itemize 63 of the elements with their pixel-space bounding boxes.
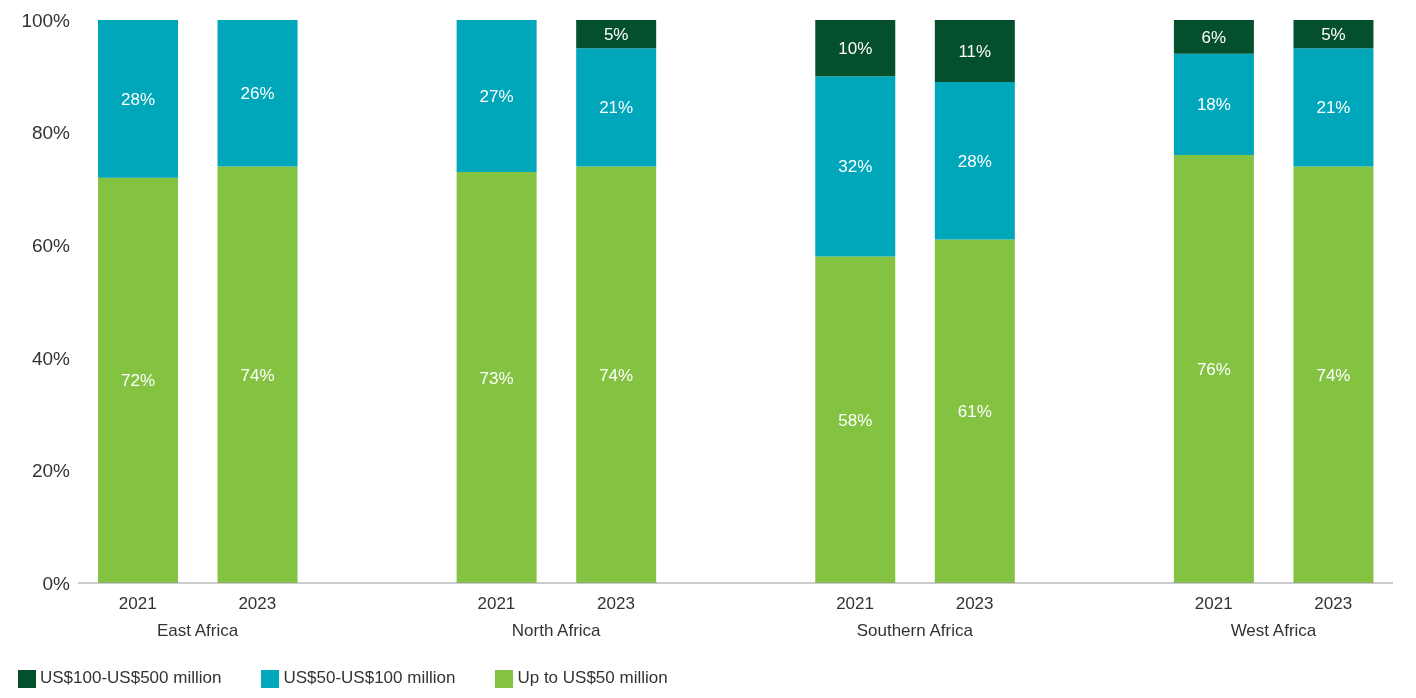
bar [1293,20,1374,49]
y-tick-label: 60% [31,234,71,256]
data-label: 11% [958,42,992,61]
x-tick-label: 2021 [477,594,516,613]
bar [934,20,1015,82]
legend-label: US$100-US$500 million [40,668,222,687]
x-tick-label: 2023 [955,594,994,613]
text: East Africa [156,621,239,640]
legend-label: Up to US$50 million [517,668,668,687]
data-label: 5% [603,25,629,45]
bar [98,177,178,583]
data-label: 26% [240,84,275,104]
x-tick-label: 2023 [597,594,635,613]
bar [815,20,896,77]
bar [456,172,537,583]
bar [217,20,298,167]
x-tick-label: 2021 [118,594,157,613]
y-tick-label: 40% [31,347,71,369]
y-tick-label: 100% [21,9,71,31]
bar [815,76,896,257]
x-tick-label: 2021 [836,594,874,613]
x-tick-label: 2023 [238,594,277,613]
y-tick-label: 80% [31,122,71,144]
data-label: 32% [838,157,873,177]
data-label: 73% [479,368,514,388]
bar [1173,53,1254,156]
x-tick-label: 2023 [1314,594,1353,613]
text: Southern Africa [856,621,974,640]
bar [576,166,657,583]
bar [1173,20,1254,54]
bar [576,48,657,167]
data-label: 74% [240,365,275,385]
y-tick-label: 20% [31,460,71,482]
bar [934,239,1015,583]
data-label: 74% [599,365,634,385]
data-label: 72% [120,371,156,391]
y-tick-label: 0% [42,572,71,594]
bar [98,20,178,178]
legend-label: US$50-US$100 million [283,668,456,687]
bar [576,20,657,49]
data-label: 76% [1196,360,1231,380]
data-label: 21% [1316,98,1351,118]
x-tick-label: 2021 [1194,594,1233,613]
data-label: 6% [1201,27,1227,47]
bar [1173,155,1254,583]
text: West Africa [1230,621,1317,640]
bar [815,256,896,583]
text: North Africa [511,621,602,640]
data-label: 28% [120,89,156,109]
data-label: 74% [1316,365,1351,385]
bar [1293,48,1374,167]
data-label: 18% [1196,95,1231,115]
bar [1293,166,1374,583]
data-label: 5% [1321,25,1346,45]
data-label: 21% [599,98,634,118]
data-label: 28% [957,151,992,171]
data-label: 61% [957,402,992,422]
bar [217,166,298,583]
data-label: 10% [838,39,873,59]
data-label: 58% [838,410,873,430]
bar [934,81,1015,240]
bar [456,20,537,173]
data-label: 27% [479,87,514,107]
